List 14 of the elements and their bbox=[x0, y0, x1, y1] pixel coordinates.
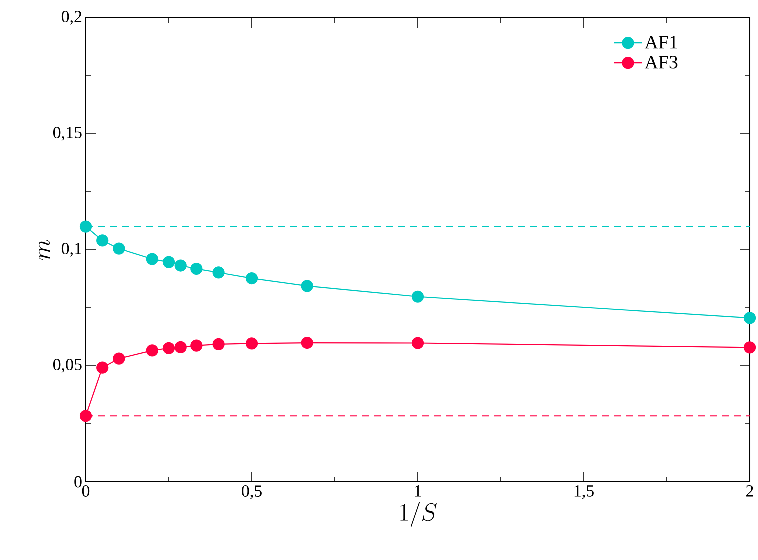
x-tick-label: 0 bbox=[82, 486, 90, 497]
y-tick-label: 0 bbox=[74, 476, 82, 488]
y-tick-label: 0,15 bbox=[53, 127, 82, 141]
x-tick-label: 1 bbox=[415, 486, 422, 497]
legend-label: AF1 bbox=[644, 36, 678, 49]
x-tick-label: 1,5 bbox=[574, 486, 594, 500]
y-axis-title: $m$ bbox=[39, 240, 50, 260]
y-tick-label: 0,05 bbox=[53, 359, 82, 373]
x-tick-label: 2 bbox=[746, 486, 754, 497]
legend-label: AF3 bbox=[644, 56, 678, 69]
x-axis-title: $1/S$ bbox=[400, 502, 437, 527]
x-tick-label: 0,5 bbox=[242, 486, 262, 500]
y-tick-label: 0,1 bbox=[62, 243, 82, 257]
y-tick-label: 0,2 bbox=[62, 11, 82, 25]
